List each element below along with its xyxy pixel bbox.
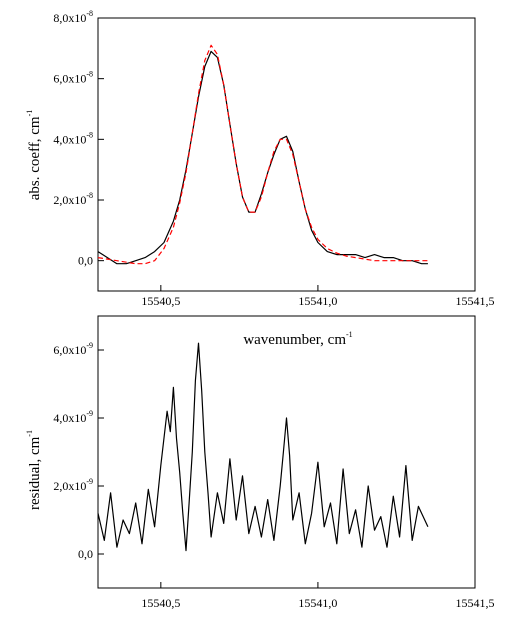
residual-y-axis-title-sup: -1 bbox=[25, 430, 34, 437]
absorption-plot-frame bbox=[97, 17, 476, 292]
absorption-y-tick-label-exponent: -8 bbox=[86, 9, 93, 18]
absorption-y-tick-label: 4,0x10-8 bbox=[53, 130, 93, 146]
absorption-y-axis-title-main: abs. coeff, cm bbox=[27, 116, 43, 200]
absorption-x-ticks: 15540,5 15541,0 15541,5 bbox=[141, 285, 495, 308]
absorption-y-tick-label-mantissa: 4,0x10 bbox=[53, 132, 86, 146]
absorption-measured-line bbox=[97, 50, 428, 265]
residual-y-tick-label-mantissa: 0,0 bbox=[78, 547, 93, 561]
residual-y-tick-label: 6,0x10-9 bbox=[53, 341, 93, 357]
residual-y-ticks: 0,02,0x10-94,0x10-96,0x10-9 bbox=[53, 341, 104, 561]
residual-x-tick-label: 15541,5 bbox=[456, 596, 495, 610]
residual-marks bbox=[97, 342, 429, 552]
absorption-x-tick-label: 15541,5 bbox=[456, 294, 495, 308]
absorption-x-tick-label: 15541,0 bbox=[298, 294, 337, 308]
residual-y-tick-label-mantissa: 2,0x10 bbox=[53, 479, 86, 493]
absorption-y-axis-title: abs. coeff, cm-1 bbox=[25, 110, 43, 201]
residual-y-tick-label: 4,0x10-9 bbox=[53, 409, 93, 425]
residual-y-axis-title: residual, cm-1 bbox=[25, 430, 43, 510]
x-axis-title-main: wavenumber, cm bbox=[243, 332, 346, 348]
absorption-y-tick-label: 2,0x10-8 bbox=[53, 191, 93, 207]
absorption-y-tick-label-mantissa: 2,0x10 bbox=[53, 193, 86, 207]
residual-x-tick-label: 15541,0 bbox=[298, 596, 337, 610]
residual-y-axis-title-main: residual, cm bbox=[27, 436, 43, 510]
absorption-fit-line bbox=[97, 44, 428, 265]
absorption-y-tick-label-mantissa: 6,0x10 bbox=[53, 72, 86, 86]
absorption-y-tick-label-exponent: -8 bbox=[86, 70, 93, 79]
residual-y-tick-label-exponent: -9 bbox=[86, 341, 93, 350]
residual-x-ticks: 15540,5 15541,0 15541,5 bbox=[141, 582, 495, 610]
absorption-panel: 0,02,0x10-84,0x10-86,0x10-88,0x10-8 1554… bbox=[25, 9, 495, 348]
residual-y-tick-label-exponent: -9 bbox=[86, 409, 93, 418]
residual-y-tick-label-mantissa: 4,0x10 bbox=[53, 411, 86, 425]
absorption-y-tick-label: 0,0 bbox=[78, 254, 93, 268]
absorption-y-tick-label: 8,0x10-8 bbox=[53, 9, 93, 25]
x-axis-title-sup: -1 bbox=[346, 330, 353, 339]
residual-y-tick-label-exponent: -9 bbox=[86, 477, 93, 486]
absorption-y-axis-title-sup: -1 bbox=[25, 110, 34, 117]
residual-y-tick-label: 2,0x10-9 bbox=[53, 477, 93, 493]
residual-residual-line bbox=[97, 342, 429, 552]
residual-plot-frame bbox=[97, 315, 476, 589]
residual-panel: 0,02,0x10-94,0x10-96,0x10-9 15540,5 15541… bbox=[25, 315, 495, 610]
absorption-y-ticks: 0,02,0x10-84,0x10-86,0x10-88,0x10-8 bbox=[53, 9, 104, 268]
absorption-y-tick-label-exponent: -8 bbox=[86, 191, 93, 200]
absorption-y-tick-label-mantissa: 8,0x10 bbox=[53, 11, 86, 25]
residual-x-tick-label: 15540,5 bbox=[141, 596, 180, 610]
residual-y-tick-label-mantissa: 6,0x10 bbox=[53, 343, 86, 357]
absorption-x-tick-label: 15540,5 bbox=[141, 294, 180, 308]
absorption-y-tick-label-mantissa: 0,0 bbox=[78, 254, 93, 268]
absorption-y-tick-label-exponent: -8 bbox=[86, 130, 93, 139]
residual-y-tick-label: 0,0 bbox=[78, 547, 93, 561]
absorption-y-tick-label: 6,0x10-8 bbox=[53, 70, 93, 86]
absorption-marks bbox=[97, 44, 428, 265]
x-axis-title: wavenumber, cm-1 bbox=[243, 330, 352, 348]
